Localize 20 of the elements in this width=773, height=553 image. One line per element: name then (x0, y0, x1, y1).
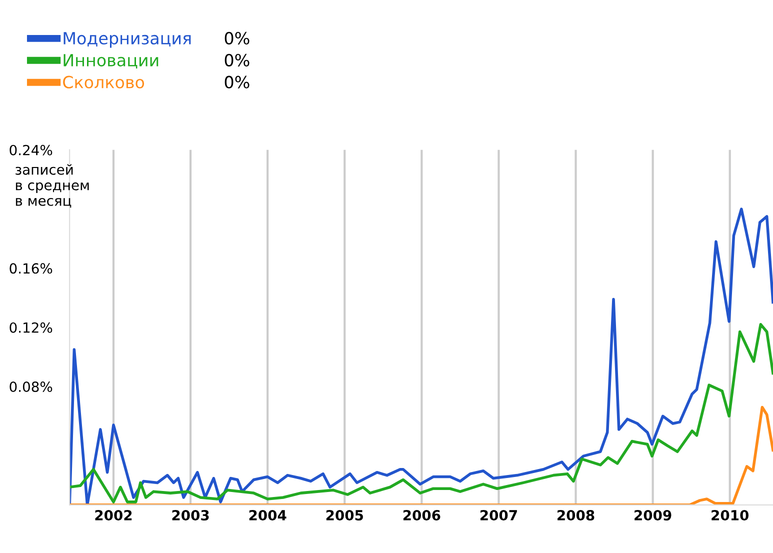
y-axis-title: записей в среднем в месяц (16, 164, 89, 208)
y-tick-label: 0.24% (10, 144, 52, 156)
x-tick-label: 2010 (712, 510, 749, 520)
legend-label: Сколково (63, 76, 144, 88)
legend-label: Модернизация (64, 32, 191, 48)
text: 0% (224, 32, 250, 44)
x-tick-label: 2009 (634, 510, 672, 520)
y-tick-label: 0.08% (10, 382, 52, 392)
x-tick-label: 2005 (326, 510, 363, 520)
x-tick-label: 2003 (172, 510, 209, 520)
text: 0% (224, 54, 250, 66)
text: 0% (224, 76, 250, 88)
y-tick-label: 0.12% (10, 322, 52, 333)
y-tick-label: 0.16% (10, 263, 52, 274)
x-tick-label: 2002 (95, 510, 132, 520)
x-tick-label: 2004 (249, 510, 286, 520)
legend-label: Инновации (64, 54, 158, 69)
x-tick-label: 2008 (558, 510, 594, 520)
x-tick-label: 2006 (403, 510, 440, 520)
x-tick-label: 2007 (480, 510, 517, 520)
